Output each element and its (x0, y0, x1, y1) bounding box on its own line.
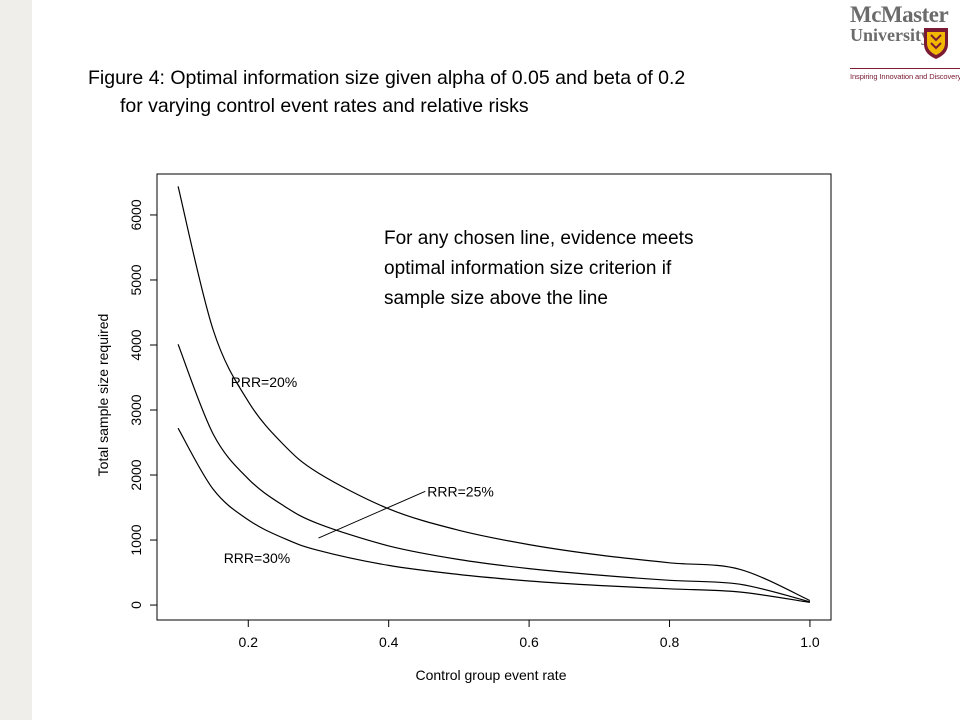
logo-tagline: Inspiring Innovation and Discovery (850, 72, 960, 81)
note-text: For any chosen line, evidence meets opti… (384, 228, 693, 309)
logo-name-line-2: University (850, 25, 930, 45)
logo-rule (850, 68, 960, 69)
y-tick-label: 4000 (128, 329, 144, 360)
annotation-layer: RRR=20% RRR=25% RRR=30% (224, 374, 494, 566)
y-tick-label: 0 (128, 601, 144, 609)
series-line-1 (177, 186, 811, 602)
university-logo: McMaster University Inspiring Innovation… (850, 2, 960, 86)
x-tick-label: 0.8 (660, 634, 680, 650)
y-tick-label: 5000 (128, 264, 144, 295)
series-line-2 (177, 344, 811, 603)
y-tick-label: 1000 (128, 524, 144, 555)
slide-title: Figure 4: Optimal information size given… (88, 64, 848, 120)
series-label-2: RRR=25% (427, 483, 494, 499)
note-line-1: For any chosen line, evidence meets (384, 228, 693, 249)
y-tick-label: 3000 (128, 394, 144, 425)
series-label-1: RRR=20% (231, 374, 298, 390)
y-axis: 0 1000 2000 3000 4000 5000 6000 (128, 199, 158, 609)
left-accent-band (0, 0, 32, 720)
series-line-3 (177, 427, 810, 603)
slide-title-line-2: for varying control event rates and rela… (120, 95, 529, 117)
logo-name-line-1: McMaster (850, 2, 949, 27)
x-tick-label: 0.6 (519, 634, 539, 650)
annotation-pointer (318, 490, 426, 539)
x-tick-label: 0.2 (239, 634, 259, 650)
x-axis: 0.2 0.4 0.6 0.8 1.0 (239, 619, 820, 650)
note-line-3: sample size above the line (384, 288, 608, 309)
y-tick-label: 6000 (128, 199, 144, 230)
slide-title-line-1: Figure 4: Optimal information size given… (88, 67, 686, 89)
series-label-3: RRR=30% (224, 550, 291, 566)
crest-icon (924, 28, 948, 59)
series-layer (177, 186, 811, 603)
note-line-2: optimal information size criterion if (384, 258, 672, 279)
y-axis-label: Total sample size required (95, 314, 111, 477)
x-axis-label: Control group event rate (416, 667, 567, 683)
y-tick-label: 2000 (128, 459, 144, 490)
x-tick-label: 1.0 (800, 634, 820, 650)
logo-wordmark: McMaster University (850, 2, 949, 46)
x-tick-label: 0.4 (379, 634, 399, 650)
